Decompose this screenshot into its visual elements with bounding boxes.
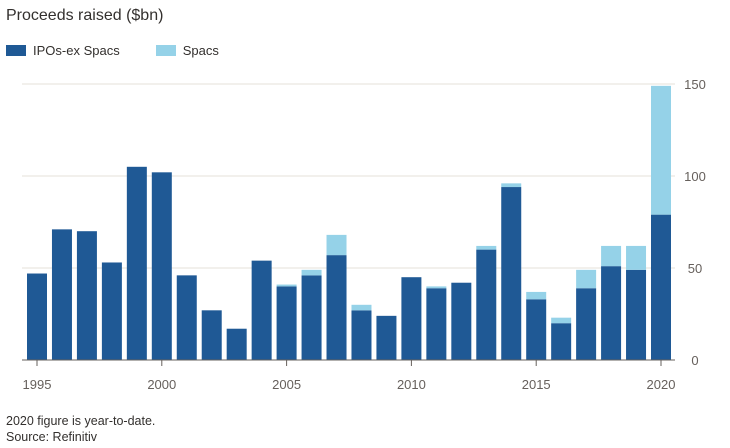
bar-spacs xyxy=(301,269,322,276)
bar-ipos-ex-spacs xyxy=(226,328,247,360)
bar-ipos-ex-spacs xyxy=(351,310,372,360)
x-tick-label: 2005 xyxy=(272,377,301,392)
bar-spacs xyxy=(576,269,597,289)
bar-spacs xyxy=(526,291,547,300)
bar-ipos-ex-spacs xyxy=(276,286,297,360)
bar-ipos-ex-spacs xyxy=(451,282,472,360)
bar-ipos-ex-spacs xyxy=(251,260,272,360)
y-tick-label: 100 xyxy=(684,169,706,184)
chart-title: Proceeds raised ($bn) xyxy=(6,7,164,24)
bar-ipos-ex-spacs xyxy=(201,310,222,360)
bar-ipos-ex-spacs xyxy=(51,229,72,360)
bar-ipos-ex-spacs xyxy=(551,323,572,360)
legend-swatch-ipos-ex-spacs xyxy=(6,45,26,56)
bar-ipos-ex-spacs xyxy=(376,315,397,360)
bar-ipos-ex-spacs xyxy=(626,269,647,360)
bar-spacs xyxy=(501,183,522,188)
bar-spacs xyxy=(326,234,347,256)
bar-ipos-ex-spacs xyxy=(27,273,47,360)
footnote: 2020 figure is year-to-date. Source: Ref… xyxy=(6,413,155,445)
bar-ipos-ex-spacs xyxy=(476,249,497,360)
bar-ipos-ex-spacs xyxy=(101,262,122,360)
bar-ipos-ex-spacs xyxy=(326,255,347,360)
bar-ipos-ex-spacs xyxy=(576,288,597,360)
bar-ipos-ex-spacs xyxy=(401,277,422,360)
y-tick-label: 150 xyxy=(684,77,706,92)
bar-spacs xyxy=(426,286,447,289)
chart-legend: IPOs-ex Spacs Spacs xyxy=(6,43,255,58)
bar-ipos-ex-spacs xyxy=(501,187,522,360)
x-tick-label: 1995 xyxy=(23,377,52,392)
legend-label-ipos-ex-spacs: IPOs-ex Spacs xyxy=(33,43,120,58)
bar-ipos-ex-spacs xyxy=(126,166,147,360)
bar-spacs xyxy=(651,85,671,215)
bar-chart: 0 50 100 150 1995 2000 2005 2010 2015 2020 xyxy=(22,77,706,392)
legend-swatch-spacs xyxy=(155,45,176,56)
x-tick-label: 2015 xyxy=(522,377,551,392)
legend-item-ipos-ex-spacs: IPOs-ex Spacs xyxy=(6,43,120,58)
footnote-source: Source: Refinitiv xyxy=(6,430,98,444)
bar-spacs xyxy=(551,317,572,324)
legend-item-spacs: Spacs xyxy=(155,43,219,58)
x-tick-label: 2010 xyxy=(397,377,426,392)
y-tick-label: 0 xyxy=(691,353,698,368)
y-tick-label: 50 xyxy=(688,261,702,276)
bar-spacs xyxy=(601,245,622,267)
bar-ipos-ex-spacs xyxy=(526,299,547,360)
bar-ipos-ex-spacs xyxy=(601,266,622,360)
bar-spacs xyxy=(351,304,372,311)
bar-ipos-ex-spacs xyxy=(651,214,671,360)
footnote-year-to-date: 2020 figure is year-to-date. xyxy=(6,414,156,428)
bar-spacs xyxy=(276,284,297,287)
legend-label-spacs: Spacs xyxy=(182,43,219,58)
bar-spacs xyxy=(476,245,497,250)
bar-ipos-ex-spacs xyxy=(426,288,447,360)
x-tick-label: 2000 xyxy=(147,377,176,392)
bar-ipos-ex-spacs xyxy=(176,275,197,360)
bar-ipos-ex-spacs xyxy=(301,275,322,360)
bar-ipos-ex-spacs xyxy=(76,231,97,360)
x-tick-label: 2020 xyxy=(647,377,676,392)
bar-ipos-ex-spacs xyxy=(151,172,172,360)
bar-spacs xyxy=(626,245,647,270)
